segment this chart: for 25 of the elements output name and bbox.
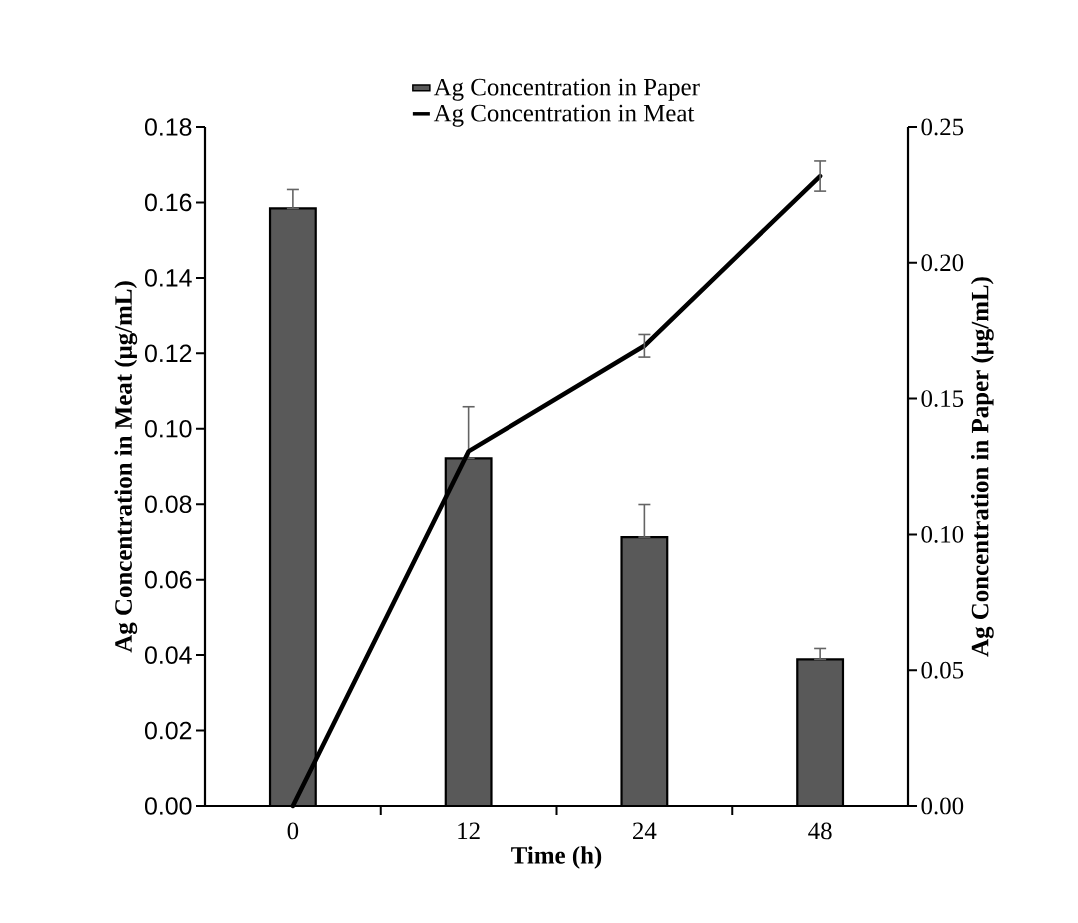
y2-tick-label: 0.05 xyxy=(921,661,964,679)
x-tick-label: 0 xyxy=(287,822,299,840)
y-tick-label: 0.12 xyxy=(144,344,192,363)
y-tick-label: 0.14 xyxy=(144,269,192,287)
y-tick-label: 0.00 xyxy=(144,797,192,815)
legend-label: Ag Concentration in Meat xyxy=(433,104,695,127)
x-tick-label: 12 xyxy=(458,822,480,840)
y-tick-label: 0.04 xyxy=(144,646,192,664)
y-tick-label: 0.02 xyxy=(144,721,192,740)
legend-label: Ag Concentration in Paper xyxy=(433,78,700,101)
y2-tick-label: 0.25 xyxy=(921,118,964,136)
y-tick-label: 0.06 xyxy=(144,570,192,589)
y-tick-label: 0.16 xyxy=(144,193,192,212)
y2-axis-title: Ag Concentration in Paper (μg/mL) xyxy=(970,277,994,657)
y-tick-label: 0.08 xyxy=(144,495,192,514)
y2-tick-label: 0.10 xyxy=(921,525,964,543)
y2-tick-label: 0.00 xyxy=(921,797,964,815)
x-tick-label: 24 xyxy=(633,822,657,840)
y-axis-title: Ag Concentration in Meat (μg/mL) xyxy=(114,281,138,653)
x-tick-label: 48 xyxy=(808,822,832,840)
y-tick-label: 0.10 xyxy=(144,419,192,438)
x-axis-title: Time (h) xyxy=(511,846,602,869)
y2-tick-label: 0.15 xyxy=(921,390,964,408)
y-tick-label: 0.18 xyxy=(144,118,192,136)
y2-tick-label: 0.20 xyxy=(921,254,964,272)
